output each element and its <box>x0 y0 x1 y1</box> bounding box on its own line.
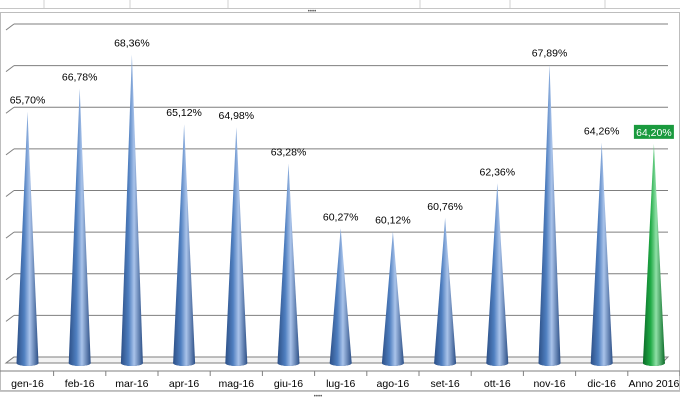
cone-bar[interactable] <box>538 64 561 366</box>
gridline <box>5 23 668 31</box>
data-label: 62,36% <box>479 166 515 178</box>
cone-bar[interactable] <box>329 228 352 366</box>
cone-bar[interactable] <box>173 124 196 366</box>
cone-bar[interactable] <box>590 142 613 366</box>
resize-grip-bottom[interactable]: •••• <box>314 394 322 400</box>
spreadsheet-strip-bottom <box>0 391 680 400</box>
gridline <box>5 106 668 114</box>
x-tick-label: mar-16 <box>115 378 148 390</box>
spreadsheet-strip-top <box>0 0 680 9</box>
cone-bar[interactable] <box>486 183 509 366</box>
x-tick-label: set-16 <box>431 378 460 390</box>
data-label: 65,70% <box>10 95 46 107</box>
data-label: 60,12% <box>375 215 411 227</box>
x-tick-label: mag-16 <box>218 378 254 390</box>
data-label: 64,26% <box>584 126 620 138</box>
x-tick-label: apr-16 <box>169 378 200 390</box>
x-tick-label: giu-16 <box>274 378 303 390</box>
data-label: 64,20% <box>636 127 672 139</box>
data-label: 63,28% <box>271 147 307 159</box>
data-label: 66,78% <box>62 71 98 83</box>
cone-bar-total[interactable] <box>642 143 665 366</box>
x-axis: gen-16 feb-16 mar-16 apr-16 mag-16 giu-16 lug-… <box>0 370 680 390</box>
data-label: 60,27% <box>323 211 359 223</box>
x-tick-label: feb-16 <box>65 378 95 390</box>
x-tick-label: lug-16 <box>326 378 355 390</box>
data-label: 64,98% <box>218 110 254 122</box>
cone-bar[interactable] <box>225 127 248 367</box>
cone-bar[interactable] <box>381 231 404 366</box>
gridline <box>5 190 668 197</box>
data-labels: 65,70% 66,78% 68,36% 65,12% 64,98% 63,28% 60,2… <box>10 37 674 227</box>
cone-bar[interactable] <box>434 217 457 366</box>
x-tick-label: gen-16 <box>11 378 44 390</box>
data-label-highlight <box>633 124 674 139</box>
x-tick-label: Anno 2016 <box>628 378 679 390</box>
cone-bar[interactable] <box>16 111 39 367</box>
data-label: 65,12% <box>166 107 202 119</box>
x-tick-label: nov-16 <box>533 378 565 390</box>
data-label: 67,89% <box>532 48 568 60</box>
x-tick-label: dic-16 <box>587 378 616 390</box>
gridline <box>5 65 668 73</box>
cone-series <box>16 54 665 367</box>
x-tick-label: ago-16 <box>377 378 410 390</box>
data-label: 60,76% <box>427 201 463 213</box>
data-label: 68,36% <box>114 37 150 49</box>
gridline <box>5 148 668 156</box>
x-tick-label: ott-16 <box>484 378 511 390</box>
cone-bar[interactable] <box>120 54 143 366</box>
cone-bar[interactable] <box>68 88 91 366</box>
cone-bar[interactable] <box>277 163 300 366</box>
